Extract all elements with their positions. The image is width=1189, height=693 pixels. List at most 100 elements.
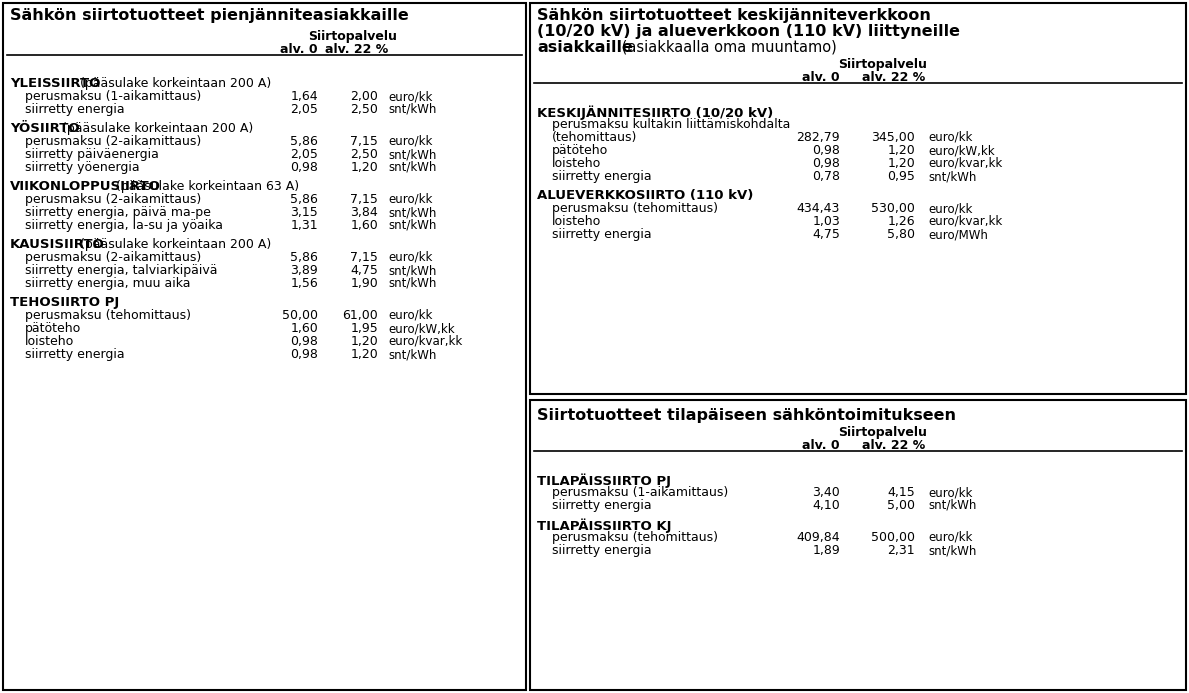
Text: alv. 22 %: alv. 22 % [862, 71, 925, 84]
Text: siirretty energia: siirretty energia [552, 544, 652, 557]
Bar [530, 400, 1185, 690]
Text: siirretty päiväenergia: siirretty päiväenergia [25, 148, 159, 161]
Text: perusmaksu kultakin liittämiskohdalta: perusmaksu kultakin liittämiskohdalta [552, 118, 791, 131]
Text: 0,98: 0,98 [290, 348, 317, 361]
Text: 0,78: 0,78 [812, 170, 839, 183]
Text: YÖSIIRTO: YÖSIIRTO [10, 122, 80, 135]
Text: Sähkön siirtotuotteet pienjänniteasiakkaille: Sähkön siirtotuotteet pienjänniteasiakka… [10, 8, 409, 23]
Text: 2,50: 2,50 [350, 103, 378, 116]
Text: VIIKONLOPPUSIIRTO: VIIKONLOPPUSIIRTO [10, 180, 161, 193]
Text: euro/kW,kk: euro/kW,kk [388, 322, 454, 335]
Text: (tehomittaus): (tehomittaus) [552, 131, 637, 144]
Text: euro/kk: euro/kk [388, 251, 433, 264]
Text: 409,84: 409,84 [797, 531, 839, 544]
Text: 5,80: 5,80 [887, 228, 916, 241]
Text: 4,75: 4,75 [350, 264, 378, 277]
Text: 5,86: 5,86 [290, 135, 317, 148]
Text: perusmaksu (2-aikamittaus): perusmaksu (2-aikamittaus) [25, 135, 201, 148]
Text: siirretty energia: siirretty energia [552, 499, 652, 512]
Text: perusmaksu (tehomittaus): perusmaksu (tehomittaus) [552, 202, 718, 215]
Text: alv. 22 %: alv. 22 % [325, 43, 388, 56]
Text: snt/kWh: snt/kWh [927, 170, 976, 183]
Text: 1,20: 1,20 [887, 144, 916, 157]
Text: (pääsulake korkeintaan 63 A): (pääsulake korkeintaan 63 A) [112, 180, 298, 193]
Text: siirretty energia: siirretty energia [25, 103, 125, 116]
Text: 3,89: 3,89 [290, 264, 317, 277]
Text: 1,26: 1,26 [887, 215, 916, 228]
Text: (10/20 kV) ja alueverkkoon (110 kV) liittyneille: (10/20 kV) ja alueverkkoon (110 kV) liit… [537, 24, 960, 39]
Text: 3,15: 3,15 [290, 206, 317, 219]
Text: euro/kk: euro/kk [388, 135, 433, 148]
Text: 1,95: 1,95 [351, 322, 378, 335]
Text: pätöteho: pätöteho [552, 144, 609, 157]
Text: 3,84: 3,84 [351, 206, 378, 219]
Text: 1,60: 1,60 [290, 322, 317, 335]
Text: 4,75: 4,75 [812, 228, 839, 241]
Text: ALUEVERKKOSIIRTO (110 kV): ALUEVERKKOSIIRTO (110 kV) [537, 189, 754, 202]
Text: Siirtopalvelu: Siirtopalvelu [838, 426, 927, 439]
Text: euro/kW,kk: euro/kW,kk [927, 144, 995, 157]
Text: 2,50: 2,50 [350, 148, 378, 161]
Text: 7,15: 7,15 [350, 135, 378, 148]
Text: 1,60: 1,60 [351, 219, 378, 232]
Text: 1,20: 1,20 [887, 157, 916, 170]
Text: snt/kWh: snt/kWh [388, 219, 436, 232]
Text: euro/kk: euro/kk [927, 531, 973, 544]
Text: perusmaksu (2-aikamittaus): perusmaksu (2-aikamittaus) [25, 251, 201, 264]
Text: alv. 0: alv. 0 [281, 43, 317, 56]
Text: 282,79: 282,79 [797, 131, 839, 144]
Text: siirretty energia: siirretty energia [552, 170, 652, 183]
Text: Sähkön siirtotuotteet keskijänniteverkkoon: Sähkön siirtotuotteet keskijänniteverkko… [537, 8, 931, 23]
Text: 4,15: 4,15 [887, 486, 916, 499]
Text: 7,15: 7,15 [350, 193, 378, 206]
Text: 1,20: 1,20 [351, 161, 378, 174]
Text: siirretty energia: siirretty energia [25, 348, 125, 361]
Text: 0,98: 0,98 [812, 157, 839, 170]
Text: euro/kvar,kk: euro/kvar,kk [927, 215, 1002, 228]
Text: 50,00: 50,00 [282, 309, 317, 322]
Text: snt/kWh: snt/kWh [388, 161, 436, 174]
Text: euro/kk: euro/kk [388, 309, 433, 322]
Text: 530,00: 530,00 [872, 202, 916, 215]
Text: euro/kk: euro/kk [927, 486, 973, 499]
Text: perusmaksu (1-aikamittaus): perusmaksu (1-aikamittaus) [25, 90, 201, 103]
Text: 1,89: 1,89 [812, 544, 839, 557]
Text: 2,05: 2,05 [290, 148, 317, 161]
Text: euro/kk: euro/kk [388, 193, 433, 206]
Bar [530, 3, 1185, 394]
Text: (asiakkaalla oma muuntamo): (asiakkaalla oma muuntamo) [617, 40, 836, 55]
Text: 1,03: 1,03 [812, 215, 839, 228]
Text: loisteho: loisteho [25, 335, 74, 348]
Text: (pääsulake korkeintaan 200 A): (pääsulake korkeintaan 200 A) [76, 77, 271, 90]
Text: loisteho: loisteho [552, 215, 602, 228]
Bar [4, 3, 526, 690]
Text: 5,00: 5,00 [887, 499, 916, 512]
Text: euro/kk: euro/kk [388, 90, 433, 103]
Text: Siirtopalvelu: Siirtopalvelu [309, 30, 397, 43]
Text: perusmaksu (tehomittaus): perusmaksu (tehomittaus) [25, 309, 191, 322]
Text: snt/kWh: snt/kWh [388, 148, 436, 161]
Text: asiakkaille: asiakkaille [537, 40, 633, 55]
Text: 1,90: 1,90 [351, 277, 378, 290]
Text: euro/MWh: euro/MWh [927, 228, 988, 241]
Text: 1,31: 1,31 [290, 219, 317, 232]
Text: alv. 0: alv. 0 [803, 71, 839, 84]
Text: TILAPÄISSIIRTO PJ: TILAPÄISSIIRTO PJ [537, 473, 671, 488]
Text: euro/kk: euro/kk [927, 131, 973, 144]
Text: 434,43: 434,43 [797, 202, 839, 215]
Text: 1,56: 1,56 [290, 277, 317, 290]
Text: 2,05: 2,05 [290, 103, 317, 116]
Text: 2,31: 2,31 [887, 544, 916, 557]
Text: snt/kWh: snt/kWh [388, 103, 436, 116]
Text: snt/kWh: snt/kWh [388, 264, 436, 277]
Text: siirretty energia: siirretty energia [552, 228, 652, 241]
Text: 500,00: 500,00 [872, 531, 916, 544]
Text: euro/kvar,kk: euro/kvar,kk [388, 335, 463, 348]
Text: TILAPÄISSIIRTO KJ: TILAPÄISSIIRTO KJ [537, 518, 672, 532]
Text: 5,86: 5,86 [290, 193, 317, 206]
Text: siirretty energia, muu aika: siirretty energia, muu aika [25, 277, 190, 290]
Text: KAUSISIIRTO: KAUSISIIRTO [10, 238, 105, 251]
Text: perusmaksu (1-aikamittaus): perusmaksu (1-aikamittaus) [552, 486, 728, 499]
Text: 345,00: 345,00 [872, 131, 916, 144]
Text: snt/kWh: snt/kWh [388, 277, 436, 290]
